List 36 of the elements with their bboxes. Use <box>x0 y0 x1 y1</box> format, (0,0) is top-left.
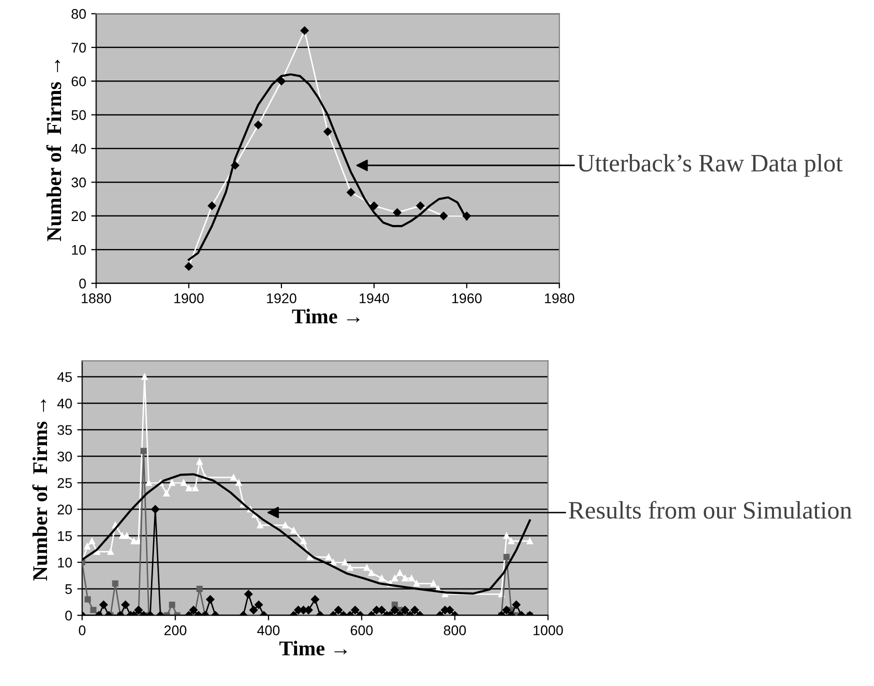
x-tick-label: 600 <box>350 625 373 636</box>
x-tick-label: 1880 <box>82 293 112 304</box>
y-tick-label: 10 <box>72 244 86 255</box>
x-axis-title: Time → <box>292 308 360 324</box>
y-tick-label: 35 <box>58 425 72 435</box>
text: Utterback’s Raw Data plot <box>577 154 843 177</box>
y-tick-label: 20 <box>58 504 72 514</box>
y-tick-label: 0 <box>65 610 72 621</box>
x-tick-label: 1900 <box>174 293 204 304</box>
x-tick-label: 200 <box>164 625 186 636</box>
y-tick-label: 25 <box>58 478 72 488</box>
y-axis-title: Number of Firms → <box>32 399 48 581</box>
x-tick-label: 1000 <box>534 625 563 636</box>
x-axis-title: Time → <box>279 640 347 656</box>
y-tick-label: 15 <box>58 531 72 541</box>
x-tick-label: 1920 <box>267 293 296 304</box>
y-tick-label: 10 <box>58 558 72 568</box>
y-tick-label: 60 <box>72 76 86 86</box>
x-tick-label: 1940 <box>360 293 389 304</box>
y-tick-label: 80 <box>72 9 86 19</box>
text: Results from our Simulation <box>568 500 852 519</box>
y-tick-label: 0 <box>79 278 86 288</box>
y-tick-label: 70 <box>72 42 86 53</box>
y-axis-title: Number of Firms → <box>46 60 62 242</box>
y-tick-label: 40 <box>71 144 86 154</box>
x-tick-label: 1980 <box>544 293 574 304</box>
x-tick-label: 400 <box>257 625 280 636</box>
y-tick-label: 40 <box>57 398 72 408</box>
y-tick-label: 30 <box>72 178 86 188</box>
y-tick-label: 20 <box>72 211 86 222</box>
x-tick-label: 1960 <box>452 293 482 304</box>
y-tick-label: 30 <box>58 452 72 462</box>
y-tick-label: 5 <box>65 584 72 594</box>
y-tick-label: 50 <box>72 110 86 120</box>
x-tick-label: 800 <box>444 625 466 636</box>
y-tick-label: 45 <box>57 372 72 382</box>
